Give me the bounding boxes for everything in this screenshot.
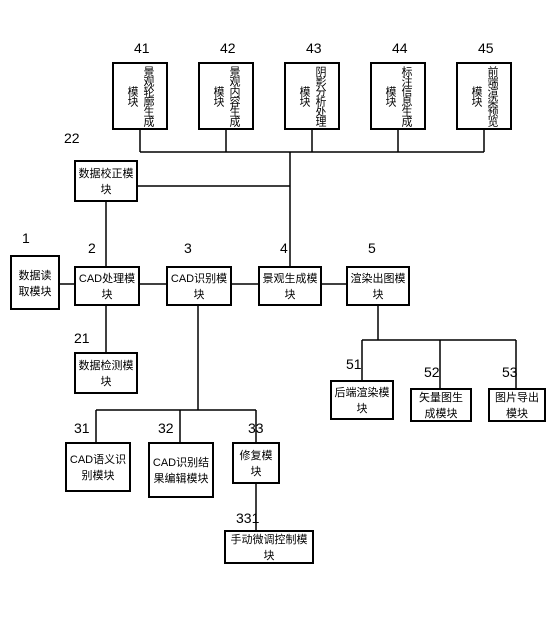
node-num-n31: 31 (74, 420, 90, 436)
node-num-n4: 4 (280, 240, 288, 256)
node-num-n52: 52 (424, 364, 440, 380)
node-num-n53: 53 (502, 364, 518, 380)
node-num-n51: 51 (346, 356, 362, 372)
node-n51: 后端渲染模块 (330, 380, 394, 420)
node-n42: 景观内容生成模块 (198, 62, 254, 130)
node-n41: 景观轮廓生成模块 (112, 62, 168, 130)
node-num-n43: 43 (306, 40, 322, 56)
node-num-n33: 33 (248, 420, 264, 436)
node-num-n32: 32 (158, 420, 174, 436)
node-n32: CAD识别结果编辑模块 (148, 442, 214, 498)
node-n33: 修复模块 (232, 442, 280, 484)
node-n21: 数据检测模块 (74, 352, 138, 394)
node-n31: CAD语义识别模块 (65, 442, 131, 492)
node-num-n3: 3 (184, 240, 192, 256)
node-n43: 阴影分析处理模块 (284, 62, 340, 130)
node-n4: 景观生成模块 (258, 266, 322, 306)
node-n44: 标注信息生成模块 (370, 62, 426, 130)
node-num-n45: 45 (478, 40, 494, 56)
node-num-n5: 5 (368, 240, 376, 256)
node-num-n22: 22 (64, 130, 80, 146)
node-n1: 数据读取模块 (10, 255, 60, 310)
node-n45: 前端渲染预览模块 (456, 62, 512, 130)
node-n5: 渲染出图模块 (346, 266, 410, 306)
node-num-n2: 2 (88, 240, 96, 256)
node-num-n21: 21 (74, 330, 90, 346)
node-n22: 数据校正模块 (74, 160, 138, 202)
node-num-n1: 1 (22, 230, 30, 246)
node-n52: 矢量图生成模块 (410, 388, 472, 422)
node-n53: 图片导出模块 (488, 388, 546, 422)
node-num-n41: 41 (134, 40, 150, 56)
node-n2: CAD处理模块 (74, 266, 140, 306)
node-n3: CAD识别模块 (166, 266, 232, 306)
node-num-n42: 42 (220, 40, 236, 56)
node-num-n331: 331 (236, 510, 259, 526)
node-n331: 手动微调控制模块 (224, 530, 314, 564)
node-num-n44: 44 (392, 40, 408, 56)
